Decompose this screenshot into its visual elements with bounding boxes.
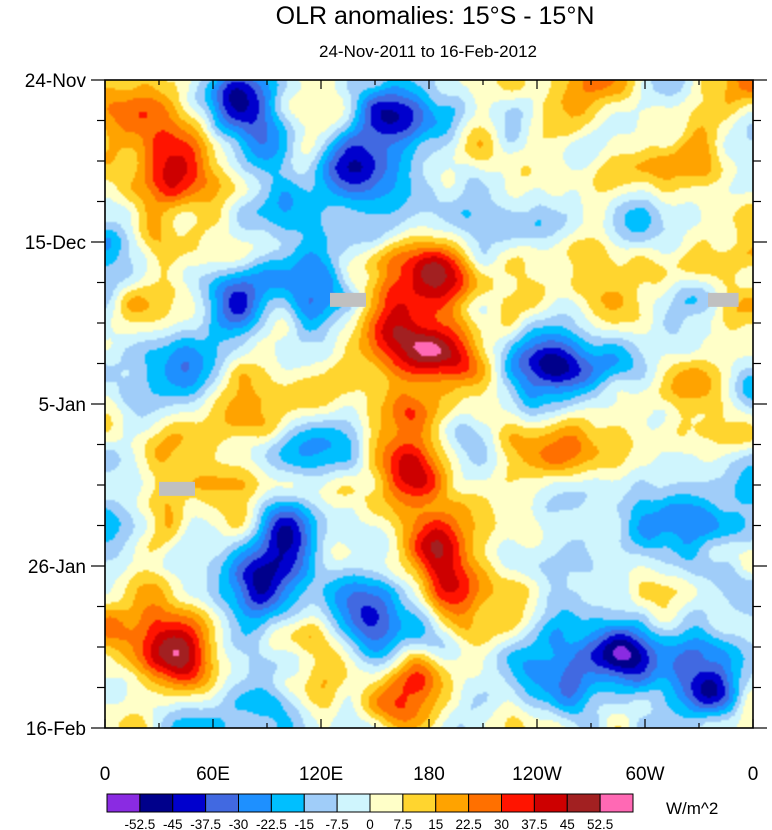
y-tick-label: 26-Jan	[28, 557, 86, 578]
y-tick-label: 5-Jan	[38, 395, 86, 416]
colorbar-swatch	[336, 793, 371, 813]
colorbar-level-label: -37.5	[190, 817, 221, 830]
x-tick-label: 120W	[512, 764, 562, 785]
x-tick-label: 120E	[299, 764, 343, 785]
colorbar-level-label: -30	[229, 817, 249, 830]
y-tick-label: 16-Feb	[26, 719, 86, 740]
colorbar-level-label: -7.5	[325, 817, 348, 830]
y-axis: 24-Nov 15-Dec 5-Jan 26-Jan 16-Feb	[25, 71, 767, 740]
missing-data-layer	[159, 292, 739, 496]
x-tick-label: 60W	[625, 764, 664, 785]
x-tick-label: 0	[748, 764, 759, 785]
x-tick-label: 180	[413, 764, 445, 785]
y-tick-label: 24-Nov	[25, 71, 87, 92]
y-tick-label: 15-Dec	[25, 233, 86, 254]
colorbar-level-label: -45	[163, 817, 183, 830]
chart-subtitle: 24-Nov-2011 to 16-Feb-2012	[319, 42, 537, 61]
colorbar-level-label: 52.5	[587, 817, 613, 830]
colorbar-swatch	[303, 793, 338, 813]
colorbar-swatch	[172, 793, 207, 813]
colorbar-units-label: W/m^2	[666, 799, 718, 818]
colorbar-swatch	[238, 793, 272, 813]
colorbar-swatch	[369, 793, 404, 813]
x-tick-label: 60E	[196, 764, 230, 785]
colorbar-swatch	[435, 793, 470, 813]
missing-data-bar	[708, 292, 739, 307]
colorbar-level-label: 22.5	[455, 817, 481, 830]
missing-data-bar	[330, 292, 366, 307]
colorbar-level-label: 37.5	[521, 817, 547, 830]
x-tick-label: 0	[100, 764, 111, 785]
colorbar-swatch	[106, 793, 141, 813]
plot-area	[105, 80, 753, 728]
colorbar-level-label: -22.5	[256, 817, 287, 830]
chart-title: OLR anomalies: 15°S - 15°N	[276, 2, 595, 30]
colorbar-swatch	[270, 793, 305, 813]
colorbar-swatch	[566, 793, 601, 813]
colorbar-swatch	[599, 793, 634, 813]
colorbar: -52.5 -45 -37.5 -30 -22.5 -15 -7.5 0 7.5 15 22.5 30…	[106, 793, 634, 830]
colorbar-level-label: -52.5	[124, 817, 155, 830]
colorbar-swatch	[533, 793, 568, 813]
colorbar-level-label: 15	[428, 817, 443, 830]
anomaly-field	[105, 80, 753, 728]
colorbar-level-label: -15	[294, 817, 314, 830]
colorbar-swatch	[402, 793, 437, 813]
colorbar-swatch	[501, 793, 535, 813]
colorbar-swatch	[468, 793, 502, 813]
colorbar-level-label: 45	[560, 817, 575, 830]
x-axis: 0 60E 120E 180 120W 60W 0	[100, 80, 759, 785]
colorbar-level-label: 7.5	[393, 817, 412, 830]
missing-data-bar	[159, 481, 195, 496]
colorbar-swatch	[205, 793, 239, 813]
colorbar-swatch	[139, 793, 174, 813]
colorbar-level-label: 0	[366, 817, 374, 830]
colorbar-level-label: 30	[494, 817, 509, 830]
